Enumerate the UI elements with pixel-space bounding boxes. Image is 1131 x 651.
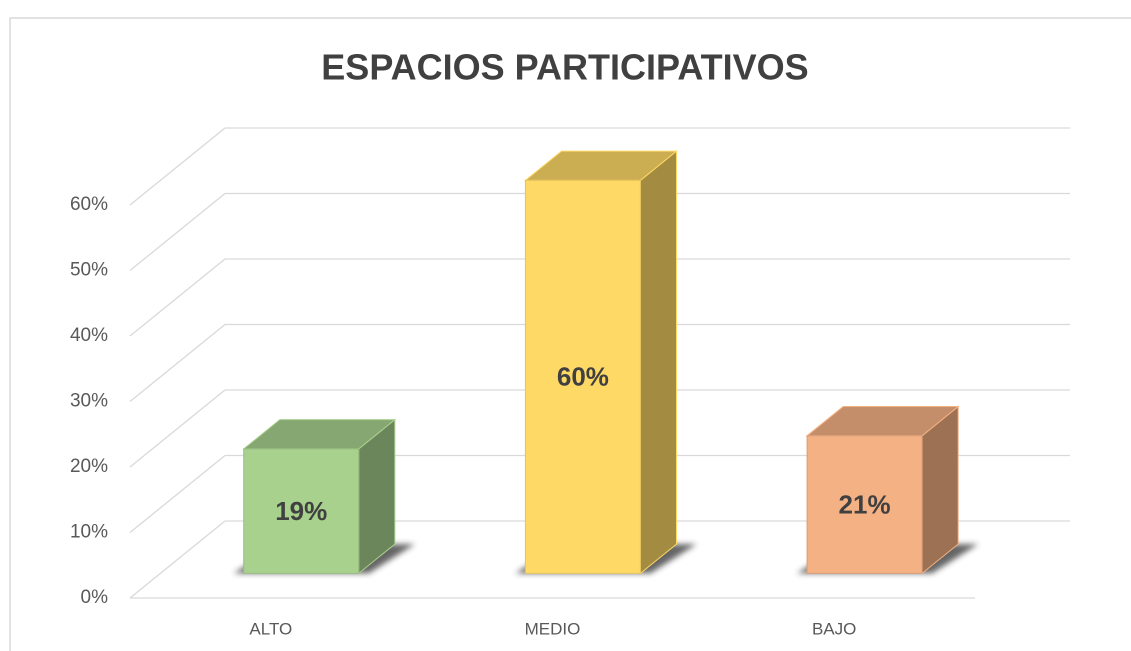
grid-line-side [129, 323, 226, 403]
x-tick-label: ALTO [249, 619, 292, 638]
y-tick-label: 20% [70, 456, 108, 477]
y-tick-label: 10% [70, 522, 108, 543]
y-tick-label: 60% [70, 194, 108, 215]
grid-line-side [129, 258, 226, 337]
data-label: 60% [557, 362, 609, 392]
bar [806, 435, 923, 574]
y-tick-label: 0% [81, 587, 109, 608]
x-tick-label: BAJO [812, 619, 856, 638]
y-tick-label: 40% [70, 325, 108, 346]
grid-line-side [129, 389, 226, 468]
bar [243, 448, 360, 574]
grid-line-side [129, 192, 226, 272]
chart-title: ESPACIOS PARTICIPATIVOS [321, 47, 808, 88]
grid-line-side [129, 454, 226, 534]
data-label: 19% [275, 496, 327, 526]
data-label: 21% [839, 489, 891, 519]
grid-line-side [129, 127, 226, 206]
bar-side [639, 150, 677, 575]
bar [524, 179, 641, 574]
y-tick-label: 50% [70, 260, 108, 281]
y-tick-label: 30% [70, 391, 108, 412]
grid-line-side [129, 520, 226, 599]
x-tick-label: MEDIO [525, 619, 581, 638]
chart-border [9, 17, 1131, 651]
